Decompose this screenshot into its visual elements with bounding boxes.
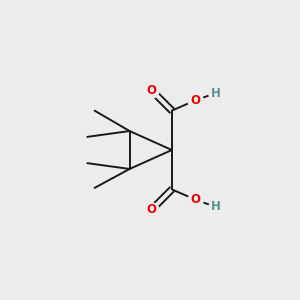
- Text: O: O: [190, 94, 200, 107]
- Text: H: H: [211, 200, 220, 213]
- Text: O: O: [190, 193, 200, 206]
- Text: O: O: [146, 84, 157, 97]
- Text: O: O: [146, 203, 157, 216]
- Text: H: H: [211, 87, 220, 100]
